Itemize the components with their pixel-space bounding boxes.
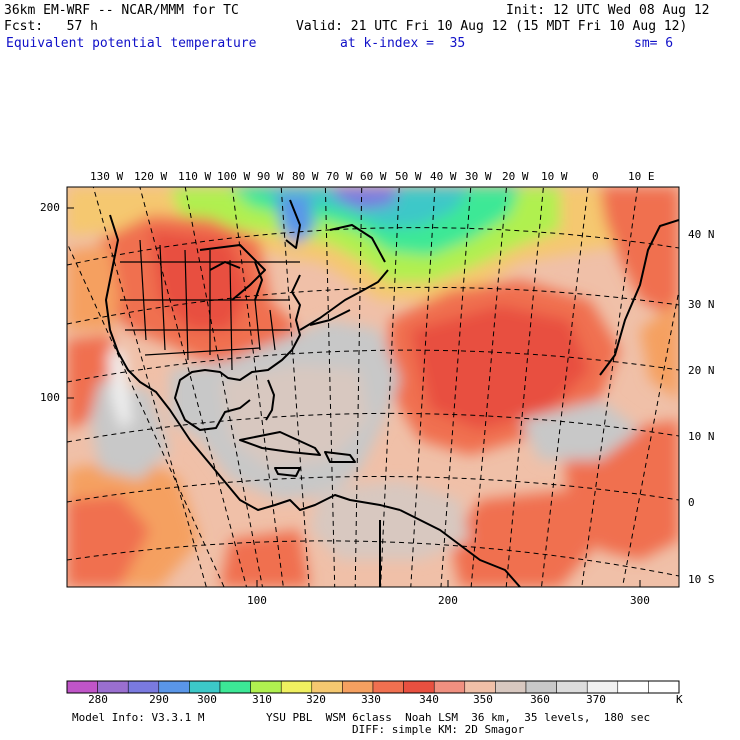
colorbar-swatch: [311, 680, 343, 694]
coastlines: [105, 199, 679, 587]
colorbar-swatch: [127, 680, 160, 694]
lon-label: 10 E: [628, 170, 655, 183]
lat-label: 10 N: [688, 430, 715, 443]
field-name: Equivalent potential temperature: [6, 36, 257, 51]
colorbar-swatch: [495, 680, 527, 694]
lon-label: 20 W: [502, 170, 529, 183]
plot-frame: [66, 186, 680, 588]
colorbar-frame: [66, 680, 680, 694]
colorbar-swatch: [189, 680, 221, 694]
lon-label: 0: [592, 170, 599, 183]
y-grid-label: 100: [40, 391, 60, 404]
colorbar-swatch: [403, 680, 435, 694]
field-shading: [67, 187, 679, 587]
colorbar-label: 300: [197, 693, 217, 706]
colorbar-swatch: [464, 680, 496, 694]
colorbar-label: 350: [473, 693, 493, 706]
valid-time: Valid: 21 UTC Fri 10 Aug 12 (15 MDT Fri …: [296, 19, 688, 34]
lon-label: 10 W: [541, 170, 568, 183]
diffusion-info: DIFF: simple KM: 2D Smagor: [352, 723, 525, 736]
lon-label: 30 W: [465, 170, 492, 183]
y-grid-label: 200: [40, 201, 60, 214]
colorbar-unit: K: [676, 693, 683, 706]
colorbar-swatch: [372, 680, 404, 694]
lon-label: 90 W: [257, 170, 284, 183]
model-title: 36km EM-WRF -- NCAR/MMM for TC: [4, 3, 239, 18]
x-grid-label: 300: [630, 594, 650, 607]
colorbar-label: 340: [419, 693, 439, 706]
lat-label: 0: [688, 496, 695, 509]
lat-label: 10 S: [688, 573, 715, 586]
colorbar-label: 280: [88, 693, 108, 706]
x-grid-label: 200: [438, 594, 458, 607]
colorbar-label: 290: [149, 693, 169, 706]
x-grid-label: 100: [247, 594, 267, 607]
colorbar-label: 320: [306, 693, 326, 706]
lon-label: 120 W: [134, 170, 168, 183]
colorbar-swatch: [617, 680, 649, 694]
colorbar-swatch: [219, 680, 251, 694]
colorbar-swatch: [97, 680, 129, 694]
smoothing-info: sm= 6: [634, 36, 674, 51]
lon-label: 110 W: [178, 170, 212, 183]
lon-label: 50 W: [395, 170, 422, 183]
init-time: Init: 12 UTC Wed 08 Aug 12: [506, 3, 710, 18]
colorbar-label: 310: [252, 693, 272, 706]
level-info: at k-index = 35: [340, 36, 466, 51]
lon-label: 100 W: [217, 170, 251, 183]
colorbar-swatch: [280, 680, 313, 694]
colorbar-label: 330: [361, 693, 381, 706]
colorbar-swatch: [158, 680, 190, 694]
lon-label: 40 W: [430, 170, 457, 183]
colorbar-swatch: [433, 680, 466, 694]
lon-label: 80 W: [292, 170, 319, 183]
lon-label: 130 W: [90, 170, 124, 183]
colorbar-swatch: [648, 680, 680, 694]
lat-label: 20 N: [688, 364, 715, 377]
political-boundaries: [120, 239, 300, 371]
colorbar-swatch: [342, 680, 374, 694]
colorbar-swatch: [556, 680, 588, 694]
colorbar-label: 370: [586, 693, 606, 706]
colorbar-swatch: [250, 680, 282, 694]
colorbar-swatch: [525, 680, 557, 694]
graticule: [67, 187, 679, 587]
colorbar-swatch: [66, 680, 98, 694]
colorbar-swatch: [586, 680, 619, 694]
lat-label: 30 N: [688, 298, 715, 311]
colorbar: [66, 680, 680, 694]
axis-ticks: [67, 207, 641, 587]
physics-info: YSU PBL WSM 6class Noah LSM 36 km, 35 le…: [266, 711, 651, 724]
colorbar-label: 360: [530, 693, 550, 706]
forecast-hour: Fcst: 57 h: [4, 19, 98, 34]
lat-label: 40 N: [688, 228, 715, 241]
lon-label: 70 W: [326, 170, 353, 183]
lon-label: 60 W: [360, 170, 387, 183]
model-info: Model Info: V3.3.1 M: [72, 711, 205, 724]
